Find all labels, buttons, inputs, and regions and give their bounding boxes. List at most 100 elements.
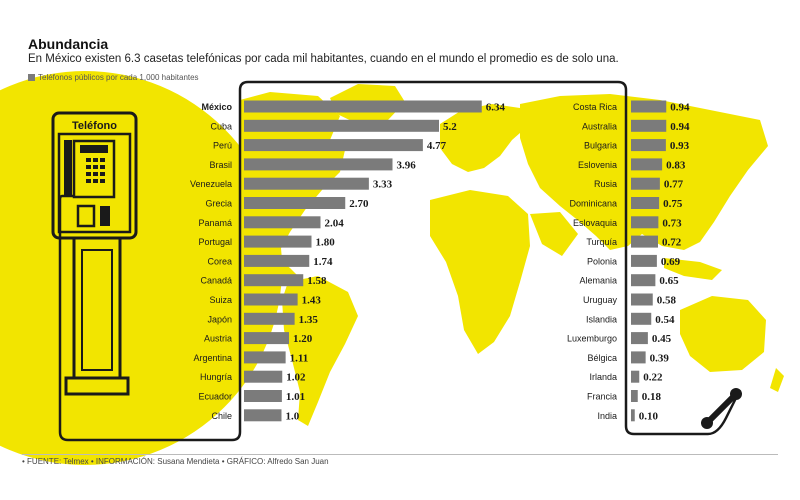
bar: [244, 177, 369, 190]
value-label: 0.93: [670, 140, 690, 152]
value-label: 1.80: [316, 237, 336, 249]
category-label: Alemania: [579, 276, 617, 286]
bar: [244, 216, 321, 229]
legend-label: Teléfonos públicos por cada 1,000 habita…: [38, 73, 199, 82]
bar: [631, 332, 648, 345]
bar: [631, 197, 660, 209]
payphone-keypad: [86, 158, 105, 183]
payphone-handset: [64, 140, 72, 196]
value-label: 0.54: [655, 314, 675, 326]
value-label: 6.34: [486, 102, 506, 114]
bar: [244, 274, 304, 287]
value-label: 1.43: [302, 295, 322, 307]
payphone-base: [64, 376, 130, 396]
bar: [244, 254, 310, 267]
value-label: 0.94: [670, 121, 690, 133]
bar: [244, 293, 298, 306]
category-label: Suiza: [209, 295, 232, 305]
payphone-post: [72, 236, 122, 380]
payphone-slot: [100, 206, 110, 226]
category-label: Panamá: [198, 218, 232, 228]
payphone-illustration: Teléfono: [51, 111, 138, 396]
map-arabia: [530, 212, 578, 256]
category-label: Costa Rica: [573, 102, 617, 112]
phone-cord: [58, 80, 742, 442]
category-label: Perú: [213, 141, 232, 151]
category-label: Francia: [587, 392, 617, 402]
bar: [631, 274, 656, 287]
value-label: 0.45: [652, 333, 672, 345]
footer-divider: [22, 454, 778, 455]
bar: [244, 312, 295, 325]
source-credits: • FUENTE: Telmex • INFORMACIÓN: Susana M…: [22, 457, 329, 466]
chart-title: Abundancia: [28, 36, 109, 52]
category-label: Chile: [211, 411, 232, 421]
category-label: Eslovaquia: [573, 218, 617, 228]
bar-chart-left: México 6.34 Cuba 5.2 Perú 4.77 Brasil 3.96 Venez…: [190, 100, 506, 422]
receiver-handle: [705, 393, 737, 425]
category-label: Venezuela: [190, 179, 232, 189]
value-label: 1.35: [299, 314, 319, 326]
category-label: Luxemburgo: [567, 334, 617, 344]
legend-swatch: [28, 74, 35, 81]
category-label: Bélgica: [587, 353, 617, 363]
bar: [631, 158, 663, 171]
bar: [631, 119, 667, 132]
bar: [244, 100, 482, 113]
bar: [631, 312, 652, 325]
value-label: 1.0: [286, 410, 300, 422]
receiver-earpiece: [701, 417, 713, 429]
chart-subtitle: En México existen 6.3 casetas telefónica…: [28, 53, 619, 65]
payphone-coin-box: [76, 204, 96, 228]
category-label: Irlanda: [589, 372, 617, 382]
bar: [244, 390, 282, 402]
category-label: Islandia: [586, 314, 617, 324]
payphone-display: [80, 145, 108, 153]
category-label: Eslovenia: [578, 160, 617, 170]
map-new-zealand: [770, 368, 784, 392]
map-indonesia: [664, 258, 722, 280]
value-label: 0.73: [662, 217, 682, 229]
bar: [631, 409, 635, 422]
value-label: 2.70: [349, 198, 369, 210]
category-label: Dominicana: [569, 199, 617, 209]
value-label: 0.94: [670, 102, 690, 114]
category-label: Turquía: [586, 237, 617, 247]
bar: [631, 177, 660, 190]
category-label: Austria: [204, 334, 232, 344]
value-label: 0.65: [659, 275, 679, 287]
bar: [244, 332, 289, 345]
bar: [244, 370, 283, 383]
category-label: Portugal: [198, 237, 232, 247]
bar: [244, 351, 286, 364]
bar: [244, 409, 282, 422]
bar-chart-right: Costa Rica 0.94 Australia 0.94 Bulgaria 0.93 E…: [567, 100, 690, 422]
value-label: 0.39: [650, 352, 670, 364]
category-label: Hungría: [200, 372, 232, 382]
category-label: Canadá: [200, 276, 232, 286]
bar: [631, 216, 659, 229]
category-label: Australia: [582, 121, 617, 131]
category-label: Polonia: [587, 256, 617, 266]
value-label: 0.58: [657, 295, 677, 307]
value-label: 0.75: [663, 198, 683, 210]
bar: [631, 235, 658, 248]
category-label: Rusia: [594, 179, 617, 189]
bar: [244, 235, 312, 248]
category-label: Grecia: [205, 199, 232, 209]
payphone-screen-frame: [72, 139, 116, 199]
value-label: 0.69: [661, 256, 681, 268]
category-label: Argentina: [193, 353, 232, 363]
category-label: Japón: [207, 314, 232, 324]
value-label: 1.01: [286, 391, 305, 403]
category-label: México: [201, 102, 232, 112]
value-label: 1.02: [286, 372, 306, 384]
map-asia: [520, 94, 768, 250]
bar: [631, 100, 667, 113]
value-label: 0.72: [662, 237, 682, 249]
map-africa: [430, 190, 530, 354]
payphone-post-inset: [81, 249, 113, 371]
value-label: 0.83: [666, 159, 686, 171]
